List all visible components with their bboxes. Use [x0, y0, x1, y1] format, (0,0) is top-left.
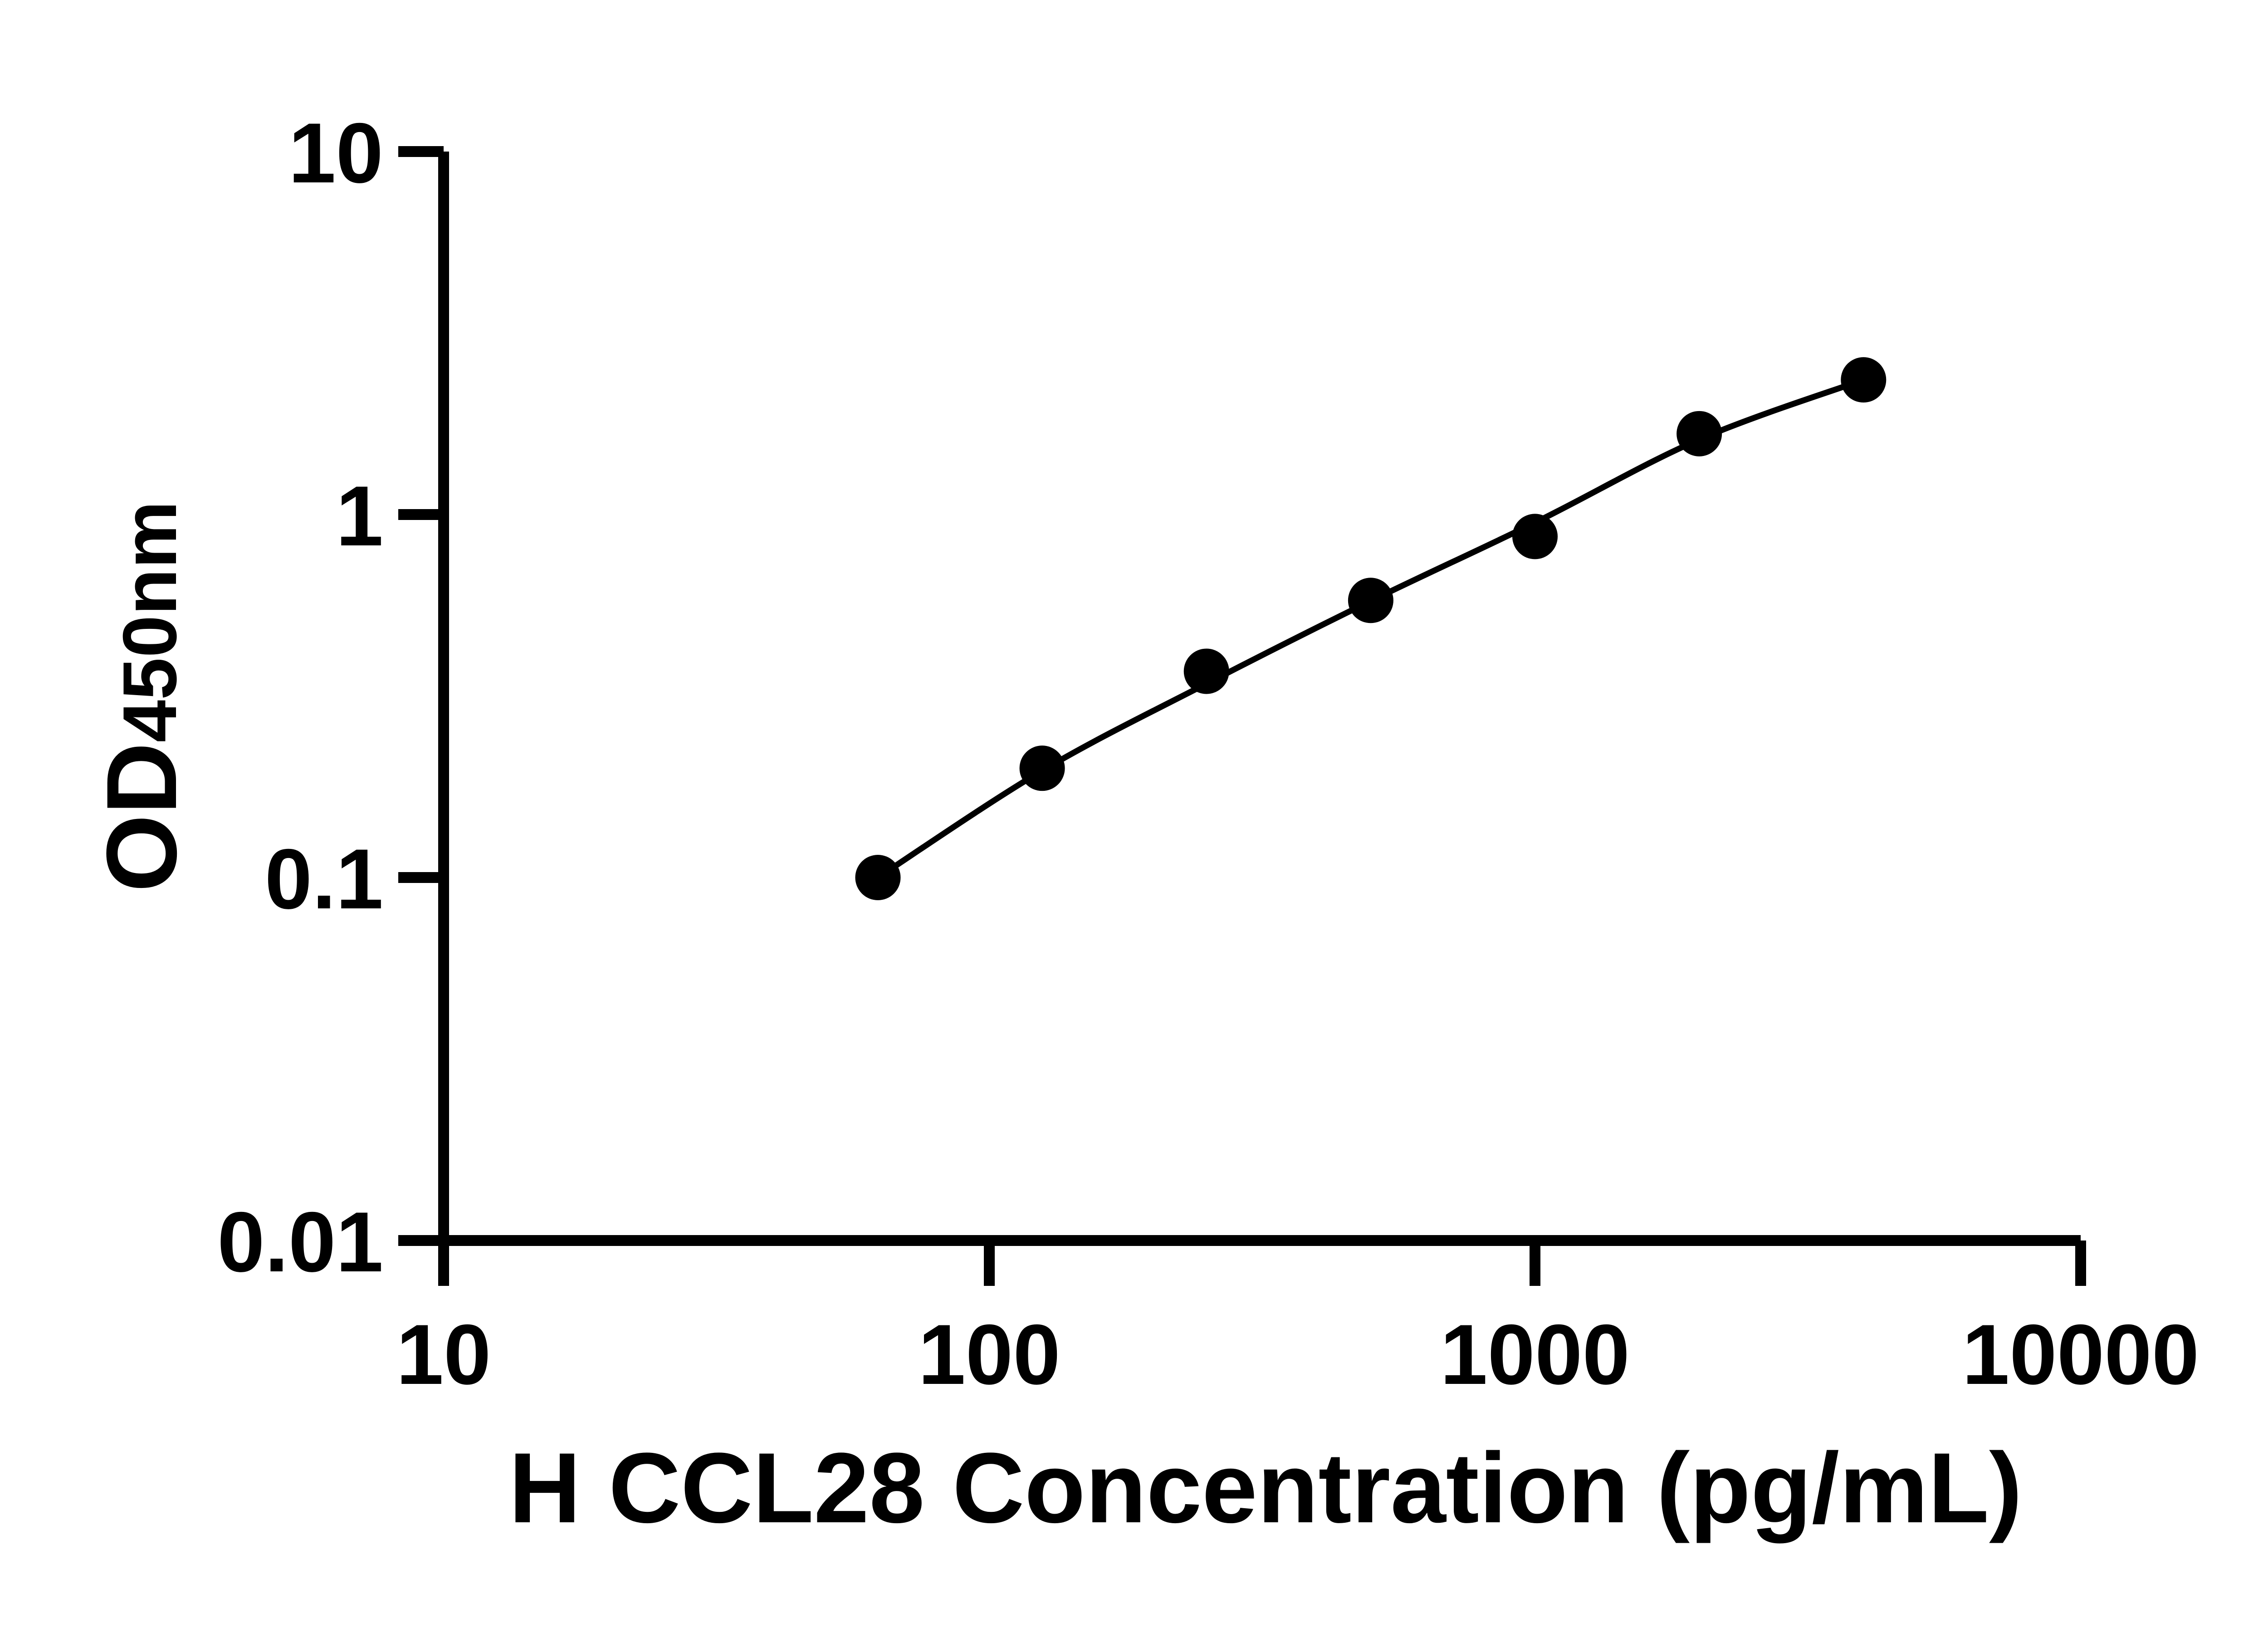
y-tick-label: 10 — [288, 105, 383, 201]
data-point — [1183, 648, 1229, 694]
data-point — [1677, 411, 1722, 456]
data-series-layer — [855, 357, 1887, 900]
x-tick-label: 10 — [396, 1307, 491, 1402]
data-point — [1512, 514, 1558, 559]
axes-and-ticks — [398, 146, 2086, 1286]
y-axis-tick-labels: 10 1 0.1 0.01 — [217, 105, 383, 1290]
data-point — [1019, 745, 1065, 791]
data-point — [855, 855, 901, 900]
data-point — [1841, 357, 1887, 403]
x-tick-label: 100 — [918, 1307, 1061, 1402]
y-tick-label: 0.01 — [217, 1194, 383, 1290]
y-tick-label: 1 — [336, 468, 383, 564]
x-axis-tick-labels: 10 100 1000 10000 — [396, 1307, 2199, 1402]
data-point — [1348, 578, 1393, 623]
y-tick-label: 0.1 — [265, 831, 383, 927]
x-axis-title: H CCL28 Concentration (pg/mL) — [509, 1432, 2023, 1544]
x-tick-label: 10000 — [1962, 1307, 2200, 1402]
y-axis-title: OD450nm — [86, 501, 197, 892]
y-axis-title-main: OD — [86, 742, 197, 892]
x-tick-label: 1000 — [1440, 1307, 1630, 1402]
y-axis-title-subscript: 450nm — [107, 501, 192, 742]
